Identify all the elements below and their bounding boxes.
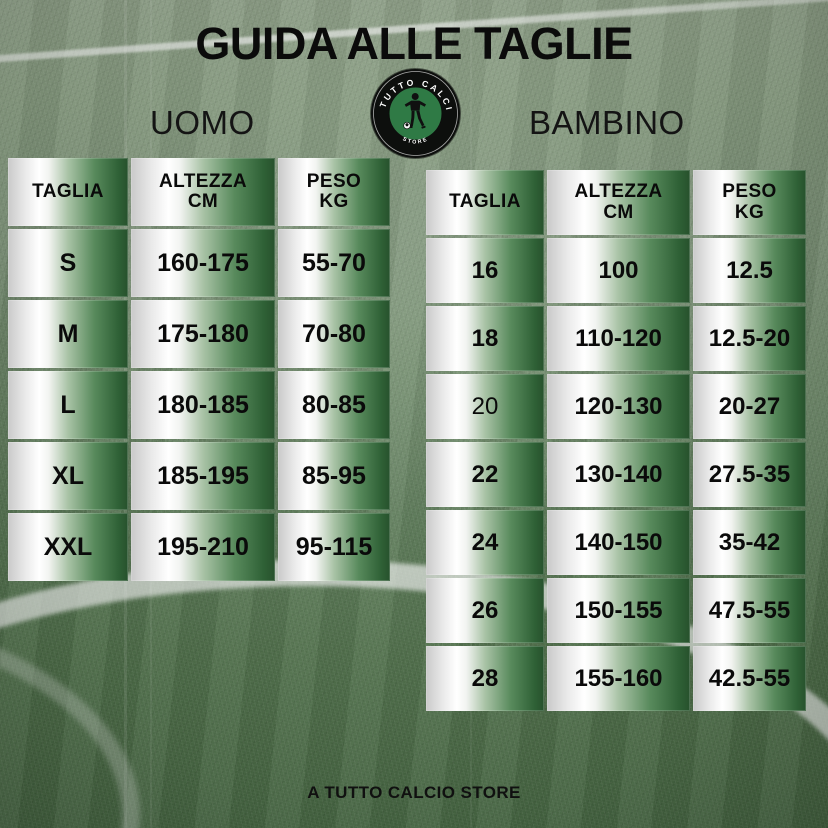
brand-logo: A TUTTO CALCIO STORE xyxy=(371,69,460,158)
cell-taglia: 22 xyxy=(426,442,544,507)
table-row: 26 150-155 47.5-55 xyxy=(426,578,806,643)
cell-taglia: 26 xyxy=(426,578,544,643)
table-row: M 175-180 70-80 xyxy=(8,300,390,368)
cell-peso: 12.5-20 xyxy=(693,306,806,371)
cell-altezza: 175-180 xyxy=(131,300,275,368)
cell-taglia: 28 xyxy=(426,646,544,711)
header-sub: KG xyxy=(319,191,349,212)
header-main: TAGLIA xyxy=(32,180,104,202)
table-row: 20 120-130 20-27 xyxy=(426,374,806,439)
table-row: 18 110-120 12.5-20 xyxy=(426,306,806,371)
soccer-player-icon xyxy=(404,93,426,129)
header-cell-peso: PESO KG xyxy=(278,158,390,226)
table-row: 24 140-150 35-42 xyxy=(426,510,806,575)
header-cell-peso: PESO KG xyxy=(693,170,806,235)
cell-taglia: 20 xyxy=(426,374,544,439)
header-cell-altezza: ALTEZZA CM xyxy=(131,158,275,226)
header-sub: CM xyxy=(603,201,634,223)
cell-peso: 80-85 xyxy=(278,371,390,439)
section-label-men: UOMO xyxy=(150,104,255,141)
cell-taglia: 24 xyxy=(426,510,544,575)
header-main: PESO xyxy=(306,170,362,192)
section-label-kids: BAMBINO xyxy=(529,104,685,141)
header-cell-taglia: TAGLIA xyxy=(8,158,128,226)
header-main: TAGLIA xyxy=(449,191,521,213)
table-row: S 160-175 55-70 xyxy=(8,229,390,297)
cell-peso: 85-95 xyxy=(278,442,390,510)
table-header-row: TAGLIA ALTEZZA CM PESO KG xyxy=(8,158,390,226)
cell-altezza: 110-120 xyxy=(547,306,690,371)
table-row: 22 130-140 27.5-35 xyxy=(426,442,806,507)
cell-taglia: XXL xyxy=(8,513,128,581)
cell-peso: 95-115 xyxy=(278,513,390,581)
table-row: XXL 195-210 95-115 xyxy=(8,513,390,581)
header-main: PESO xyxy=(722,181,777,203)
cell-taglia: 16 xyxy=(426,238,544,303)
cell-peso: 47.5-55 xyxy=(693,578,806,643)
cell-altezza: 140-150 xyxy=(547,510,690,575)
table-header-row: TAGLIA ALTEZZA CM PESO KG xyxy=(426,170,806,235)
cell-altezza: 180-185 xyxy=(131,371,275,439)
cell-taglia: M xyxy=(8,300,128,368)
table-row: L 180-185 80-85 xyxy=(8,371,390,439)
cell-taglia: L xyxy=(8,371,128,439)
cell-altezza: 150-155 xyxy=(547,578,690,643)
cell-altezza: 195-210 xyxy=(131,513,275,581)
table-row: 28 155-160 42.5-55 xyxy=(426,646,806,711)
footer-brand-text: A TUTTO CALCIO STORE xyxy=(307,783,521,802)
table-row: XL 185-195 85-95 xyxy=(8,442,390,510)
cell-altezza: 185-195 xyxy=(131,442,275,510)
header-cell-altezza: ALTEZZA CM xyxy=(547,170,690,235)
header-cell-taglia: TAGLIA xyxy=(426,170,544,235)
header-main: ALTEZZA xyxy=(159,170,247,192)
page-title: GUIDA ALLE TAGLIE xyxy=(195,18,633,69)
cell-peso: 55-70 xyxy=(278,229,390,297)
cell-peso: 27.5-35 xyxy=(693,442,806,507)
cell-taglia: 18 xyxy=(426,306,544,371)
men-size-table: TAGLIA ALTEZZA CM PESO KG S 160-175 55-7… xyxy=(8,158,390,581)
header-sub: KG xyxy=(734,201,765,223)
cell-altezza: 155-160 xyxy=(547,646,690,711)
cell-peso: 70-80 xyxy=(278,300,390,368)
cell-altezza: 120-130 xyxy=(547,374,690,439)
header-sub: CM xyxy=(187,191,219,212)
cell-taglia: S xyxy=(8,229,128,297)
cell-altezza: 130-140 xyxy=(547,442,690,507)
table-row: 16 100 12.5 xyxy=(426,238,806,303)
cell-peso: 20-27 xyxy=(693,374,806,439)
cell-altezza: 100 xyxy=(547,238,690,303)
kids-size-table: TAGLIA ALTEZZA CM PESO KG 16 100 12.5 18… xyxy=(426,170,806,711)
cell-taglia: XL xyxy=(8,442,128,510)
cell-peso: 12.5 xyxy=(693,238,806,303)
svg-text:STORE: STORE xyxy=(401,136,429,145)
cell-peso: 42.5-55 xyxy=(693,646,806,711)
cell-peso: 35-42 xyxy=(693,510,806,575)
cell-altezza: 160-175 xyxy=(131,229,275,297)
header-main: ALTEZZA xyxy=(574,181,663,203)
